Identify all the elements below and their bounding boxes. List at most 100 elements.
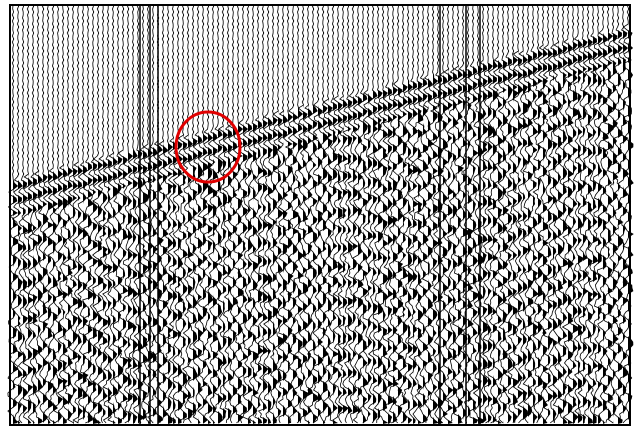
trace-fill bbox=[98, 6, 103, 424]
trace-fill bbox=[173, 6, 178, 424]
trace-line bbox=[82, 5, 95, 424]
trace-fill bbox=[458, 6, 464, 424]
trace-line bbox=[541, 5, 554, 424]
trace-fill bbox=[573, 6, 579, 424]
trace-line bbox=[72, 5, 84, 424]
trace-line bbox=[177, 5, 189, 424]
trace-fill bbox=[238, 6, 244, 424]
trace-fill bbox=[198, 6, 204, 424]
trace-fill bbox=[428, 6, 434, 424]
trace-fill bbox=[493, 6, 498, 424]
trace-fill bbox=[298, 6, 304, 424]
trace-fill bbox=[103, 6, 109, 424]
trace-fill bbox=[413, 6, 419, 424]
trace-fill bbox=[463, 6, 469, 424]
trace-fill bbox=[408, 6, 413, 424]
trace-line bbox=[127, 5, 139, 424]
trace-fill bbox=[138, 6, 144, 424]
trace-fill bbox=[53, 6, 58, 424]
trace-line bbox=[567, 5, 579, 424]
trace-fill bbox=[583, 6, 588, 424]
trace-line bbox=[77, 5, 89, 424]
trace-line bbox=[117, 5, 129, 424]
trace-fill bbox=[18, 6, 24, 424]
trace-fill bbox=[143, 6, 149, 424]
trace-fill bbox=[318, 6, 323, 424]
trace-line bbox=[587, 5, 599, 424]
trace-line bbox=[481, 5, 494, 424]
trace-fill bbox=[253, 6, 259, 424]
trace-line bbox=[221, 5, 234, 424]
trace-fill bbox=[133, 6, 138, 424]
trace-fill bbox=[313, 6, 319, 424]
trace-fill bbox=[353, 6, 359, 424]
trace-fill bbox=[618, 6, 623, 424]
trace-fill bbox=[88, 6, 94, 424]
trace-fill bbox=[343, 6, 349, 424]
trace-fill bbox=[123, 6, 129, 424]
highlight-ellipse bbox=[174, 110, 242, 184]
trace-fill bbox=[488, 6, 494, 424]
trace-fill bbox=[588, 6, 593, 424]
trace-line bbox=[357, 5, 369, 424]
trace-fill bbox=[393, 6, 399, 424]
trace-fill bbox=[38, 6, 43, 424]
trace-line bbox=[611, 5, 624, 424]
trace-fill bbox=[438, 6, 444, 424]
trace-fill bbox=[303, 6, 308, 424]
trace-fill bbox=[308, 6, 313, 424]
trace-line bbox=[416, 5, 429, 424]
trace-fill bbox=[528, 6, 534, 424]
trace-fill bbox=[498, 6, 504, 424]
trace-line bbox=[527, 5, 539, 424]
trace-fill bbox=[263, 6, 269, 424]
trace-fill bbox=[608, 6, 614, 424]
trace-line bbox=[477, 5, 489, 424]
trace-line bbox=[62, 5, 74, 424]
trace-fill bbox=[383, 6, 389, 424]
trace-fill bbox=[568, 6, 574, 424]
trace-fill bbox=[278, 6, 284, 424]
trace-line bbox=[132, 5, 145, 424]
trace-fill bbox=[168, 6, 173, 424]
trace-line bbox=[396, 5, 409, 424]
trace-fill bbox=[538, 6, 544, 424]
wiggle-traces bbox=[7, 5, 634, 424]
trace-line bbox=[487, 5, 499, 424]
trace-fill bbox=[43, 6, 49, 424]
trace-line bbox=[467, 5, 479, 424]
trace-fill bbox=[193, 6, 198, 424]
trace-fill bbox=[93, 6, 99, 424]
trace-fill bbox=[78, 6, 84, 424]
trace-fill bbox=[348, 6, 353, 424]
trace-fill bbox=[363, 6, 368, 424]
trace-fill bbox=[523, 6, 529, 424]
trace-fill bbox=[448, 6, 454, 424]
trace-fill bbox=[188, 6, 194, 424]
trace-fill bbox=[508, 6, 513, 424]
trace-fill bbox=[623, 6, 629, 424]
trace-fill bbox=[13, 6, 19, 424]
trace-fill bbox=[293, 6, 299, 424]
trace-line bbox=[197, 5, 209, 424]
trace-line bbox=[52, 5, 65, 424]
trace-fill bbox=[473, 6, 479, 424]
trace-line bbox=[437, 5, 450, 424]
trace-fill bbox=[288, 6, 293, 424]
trace-fill bbox=[453, 6, 459, 424]
trace-line bbox=[597, 5, 609, 424]
trace-fill bbox=[228, 6, 234, 424]
trace-line bbox=[122, 5, 134, 424]
trace-fill bbox=[73, 6, 78, 424]
trace-line bbox=[307, 5, 319, 424]
trace-line bbox=[472, 5, 484, 424]
trace-fill bbox=[388, 6, 394, 424]
trace-fill bbox=[478, 6, 484, 424]
trace-fill bbox=[128, 6, 134, 424]
trace-fill bbox=[593, 6, 599, 424]
trace-fill bbox=[208, 6, 213, 424]
trace-line bbox=[572, 5, 584, 424]
trace-fill bbox=[513, 6, 519, 424]
